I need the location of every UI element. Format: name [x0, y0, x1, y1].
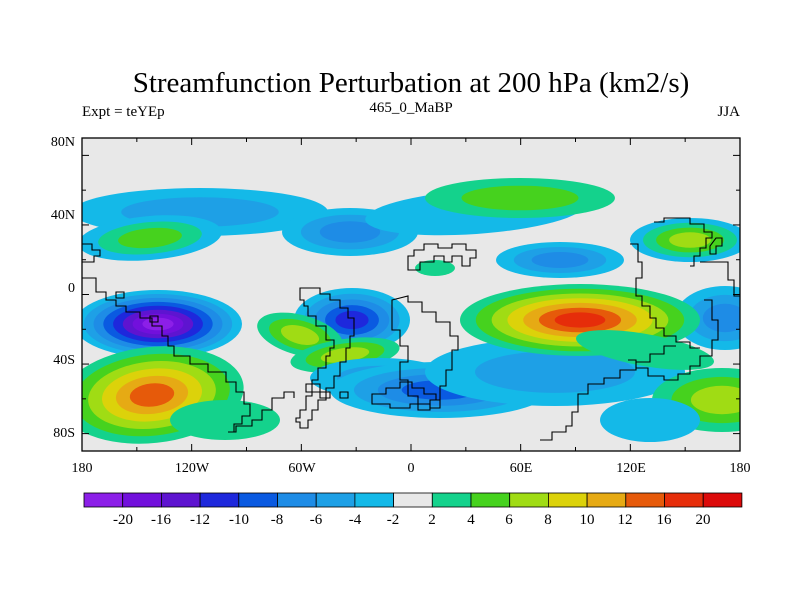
y-tick-label: 80N [51, 135, 75, 150]
coastline-small-island-5 [319, 391, 331, 399]
axis-ticks [81, 138, 741, 451]
colorbar-swatch [83, 492, 124, 508]
colorbar-swatch [431, 492, 472, 508]
coastline-australia [628, 299, 719, 381]
contour-region [669, 232, 711, 248]
y-tick-label: 40N [51, 208, 75, 223]
coastline-south-america [295, 287, 355, 429]
colorbar-label: -16 [151, 512, 171, 528]
colorbar-swatch [199, 492, 240, 508]
colorbar-swatch [702, 492, 743, 508]
contour-region [320, 347, 370, 363]
contour-region [118, 227, 182, 249]
subtitle-center: 465_0_MaBP [369, 100, 452, 116]
contour-region [170, 400, 280, 440]
colorbar-swatches [83, 492, 743, 508]
contour-region [690, 385, 740, 415]
contour-region [280, 325, 320, 345]
colorbar-swatch [548, 492, 588, 508]
y-axis: 80N 40N 0 40S 80S [51, 135, 75, 441]
colorbar-label: -2 [387, 512, 400, 528]
contour-region [531, 252, 589, 268]
contour-region [335, 310, 369, 330]
coastline-north-america [82, 277, 251, 433]
colorbar-swatch [277, 492, 317, 508]
colorbar-swatch [122, 492, 162, 508]
contour-region [554, 312, 606, 328]
subtitle-right: JJA [717, 104, 740, 120]
colorbar-label: 12 [618, 512, 633, 528]
colorbar-swatch [509, 492, 549, 508]
coastline-eurasia [407, 243, 477, 271]
colorbar-label: -12 [190, 512, 210, 528]
contour-region [576, 330, 714, 370]
colorbar-swatch [354, 492, 394, 508]
colorbar-swatch [470, 492, 511, 508]
coastline-japan [709, 237, 723, 255]
coastline-small-island-2 [149, 315, 159, 323]
colorbar-label: 8 [544, 512, 552, 528]
coastline-antarctica-far-east [540, 345, 676, 441]
x-tick-label: 180 [730, 461, 751, 476]
coastline-north-america-islands [82, 243, 101, 263]
coastline-small-island-4 [339, 391, 349, 399]
x-tick-label: 0 [408, 461, 415, 476]
colorbar-label: 2 [428, 512, 436, 528]
colorbar: -20 -16 -12 -10 -8 -6 -4 -2 2 4 6 8 10 1… [83, 492, 743, 528]
colorbar-label: -10 [229, 512, 249, 528]
colorbar-label: -4 [349, 512, 362, 528]
colorbar-swatch [315, 492, 356, 508]
colorbar-label: -6 [310, 512, 323, 528]
subtitle-left: Expt = teYEp [82, 104, 165, 120]
contour-region [319, 221, 381, 243]
colorbar-labels: -20 -16 -12 -10 -8 -6 -4 -2 2 4 6 8 10 1… [113, 512, 711, 528]
colorbar-swatch [160, 492, 201, 508]
colorbar-swatch [238, 492, 278, 508]
contour-region [461, 185, 579, 211]
x-tick-label: 180 [72, 461, 93, 476]
coastline-africa [391, 295, 459, 411]
coastline-antarctica [228, 391, 295, 433]
colorbar-label: 16 [657, 512, 673, 528]
colorbar-swatch [393, 492, 433, 508]
coastline-maritime [700, 261, 740, 297]
y-tick-label: 40S [53, 353, 75, 368]
contour-region [415, 260, 455, 276]
contour-region [475, 351, 635, 393]
colorbar-swatch [586, 492, 627, 508]
x-tick-label: 60E [510, 461, 533, 476]
coastline-layer [82, 217, 740, 441]
y-tick-label: 0 [68, 281, 75, 296]
colorbar-label: -20 [113, 512, 133, 528]
colorbar-swatch [625, 492, 665, 508]
colorbar-label: -8 [271, 512, 284, 528]
colorbar-label: 10 [580, 512, 595, 528]
colorbar-label: 6 [505, 512, 513, 528]
coastline-antarctica-east [371, 381, 441, 409]
x-axis: 180 120W 60W 0 60E 120E 180 [72, 461, 751, 476]
coastline-small-island [115, 291, 125, 299]
contour-fill-layer [82, 178, 740, 444]
x-tick-label: 60W [288, 461, 316, 476]
coastline-east-asia [654, 217, 713, 267]
colorbar-label: 4 [467, 512, 475, 528]
colorbar-label: 20 [696, 512, 711, 528]
x-tick-label: 120E [616, 461, 646, 476]
y-tick-label: 80S [53, 426, 75, 441]
contour-region [600, 398, 700, 442]
coastline-south-asia [630, 243, 700, 349]
colorbar-swatch [664, 492, 704, 508]
contour-region [129, 383, 175, 407]
chart-title: Streamfunction Perturbation at 200 hPa (… [133, 67, 690, 99]
map-panel [81, 137, 741, 452]
x-tick-label: 120W [175, 461, 210, 476]
